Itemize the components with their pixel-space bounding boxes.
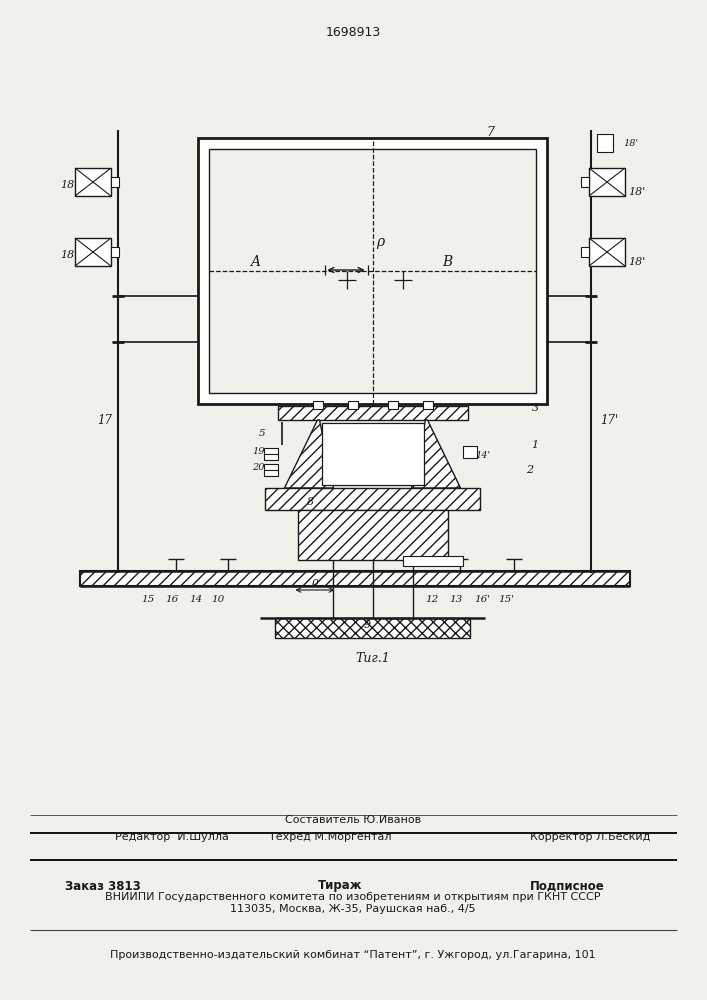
Bar xyxy=(348,401,358,409)
Text: 17: 17 xyxy=(97,414,112,426)
Bar xyxy=(264,464,278,476)
Bar xyxy=(597,134,613,152)
Bar xyxy=(278,406,467,420)
Bar xyxy=(423,401,433,409)
Text: 16: 16 xyxy=(165,595,179,604)
Bar xyxy=(462,446,477,458)
Text: 17': 17' xyxy=(600,414,618,426)
Text: Производственно-издательский комбинат “Патент”, г. Ужгород, ул.Гагарина, 101: Производственно-издательский комбинат “П… xyxy=(110,950,596,960)
Bar xyxy=(589,238,625,266)
Bar xyxy=(80,571,630,586)
Text: 18: 18 xyxy=(60,180,74,190)
Bar xyxy=(312,401,322,409)
Bar xyxy=(264,448,278,460)
Text: 12: 12 xyxy=(426,595,438,604)
Bar xyxy=(111,177,119,187)
Text: ρ: ρ xyxy=(311,577,317,587)
Text: 113035, Москва, Ж-35, Раушская наб., 4/5: 113035, Москва, Ж-35, Раушская наб., 4/5 xyxy=(230,904,476,914)
Text: 7: 7 xyxy=(486,125,494,138)
Text: 15: 15 xyxy=(141,595,155,604)
Text: B: B xyxy=(442,255,452,269)
Bar xyxy=(265,488,480,510)
Text: 18': 18' xyxy=(628,187,645,197)
Text: 20: 20 xyxy=(252,464,264,473)
Bar xyxy=(111,247,119,257)
Text: 18': 18' xyxy=(628,257,645,267)
Text: A: A xyxy=(250,255,260,269)
Text: 9: 9 xyxy=(364,620,371,630)
Text: 1: 1 xyxy=(532,440,539,450)
Text: 10: 10 xyxy=(211,595,225,604)
Bar xyxy=(75,168,111,196)
Bar xyxy=(209,149,536,393)
Text: 13: 13 xyxy=(450,595,462,604)
Bar xyxy=(198,138,547,404)
Text: Заказ 3813: Заказ 3813 xyxy=(65,880,141,892)
Bar xyxy=(581,247,589,257)
Text: 18: 18 xyxy=(60,250,74,260)
Text: Тираж: Тираж xyxy=(317,880,362,892)
Bar xyxy=(75,238,111,266)
Bar xyxy=(402,556,462,566)
Text: 14': 14' xyxy=(475,452,490,460)
Text: Подписное: Подписное xyxy=(530,880,604,892)
Text: Техред М.Моргентал: Техред М.Моргентал xyxy=(269,832,391,842)
Polygon shape xyxy=(284,420,334,488)
Text: 16': 16' xyxy=(474,595,490,604)
Polygon shape xyxy=(411,420,460,488)
Text: Редактор  И.Шулла: Редактор И.Шулла xyxy=(115,832,229,842)
Text: Τиг.1: Τиг.1 xyxy=(355,652,390,664)
Text: ρ: ρ xyxy=(376,235,385,249)
Bar xyxy=(322,423,423,485)
Text: 19: 19 xyxy=(252,448,264,456)
Bar xyxy=(387,401,397,409)
Text: Корректор Л.Бескид: Корректор Л.Бескид xyxy=(530,832,650,842)
Text: 5: 5 xyxy=(259,430,266,438)
Bar xyxy=(275,618,470,638)
Bar xyxy=(589,168,625,196)
Text: 2: 2 xyxy=(527,465,534,475)
Text: 15': 15' xyxy=(498,595,514,604)
Text: 14: 14 xyxy=(189,595,203,604)
Text: 18': 18' xyxy=(623,138,638,147)
Text: ВНИИПИ Государственного комитета по изобретениям и открытиям при ГКНТ СССР: ВНИИПИ Государственного комитета по изоб… xyxy=(105,892,601,902)
Text: 1698913: 1698913 xyxy=(325,25,380,38)
Text: Составитель Ю.Иванов: Составитель Ю.Иванов xyxy=(285,815,421,825)
Bar xyxy=(581,177,589,187)
Text: 8: 8 xyxy=(306,497,314,507)
Bar xyxy=(298,510,448,560)
Text: 3: 3 xyxy=(532,403,539,413)
